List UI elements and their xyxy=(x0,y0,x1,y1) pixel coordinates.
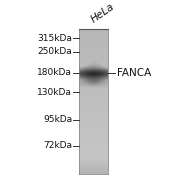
Text: 72kDa: 72kDa xyxy=(43,141,72,150)
Text: 250kDa: 250kDa xyxy=(37,48,72,57)
Text: 315kDa: 315kDa xyxy=(37,34,72,43)
Text: FANCA: FANCA xyxy=(117,68,151,78)
Text: HeLa: HeLa xyxy=(90,1,117,24)
Text: 130kDa: 130kDa xyxy=(37,88,72,97)
Text: 95kDa: 95kDa xyxy=(43,115,72,124)
Text: 180kDa: 180kDa xyxy=(37,68,72,77)
